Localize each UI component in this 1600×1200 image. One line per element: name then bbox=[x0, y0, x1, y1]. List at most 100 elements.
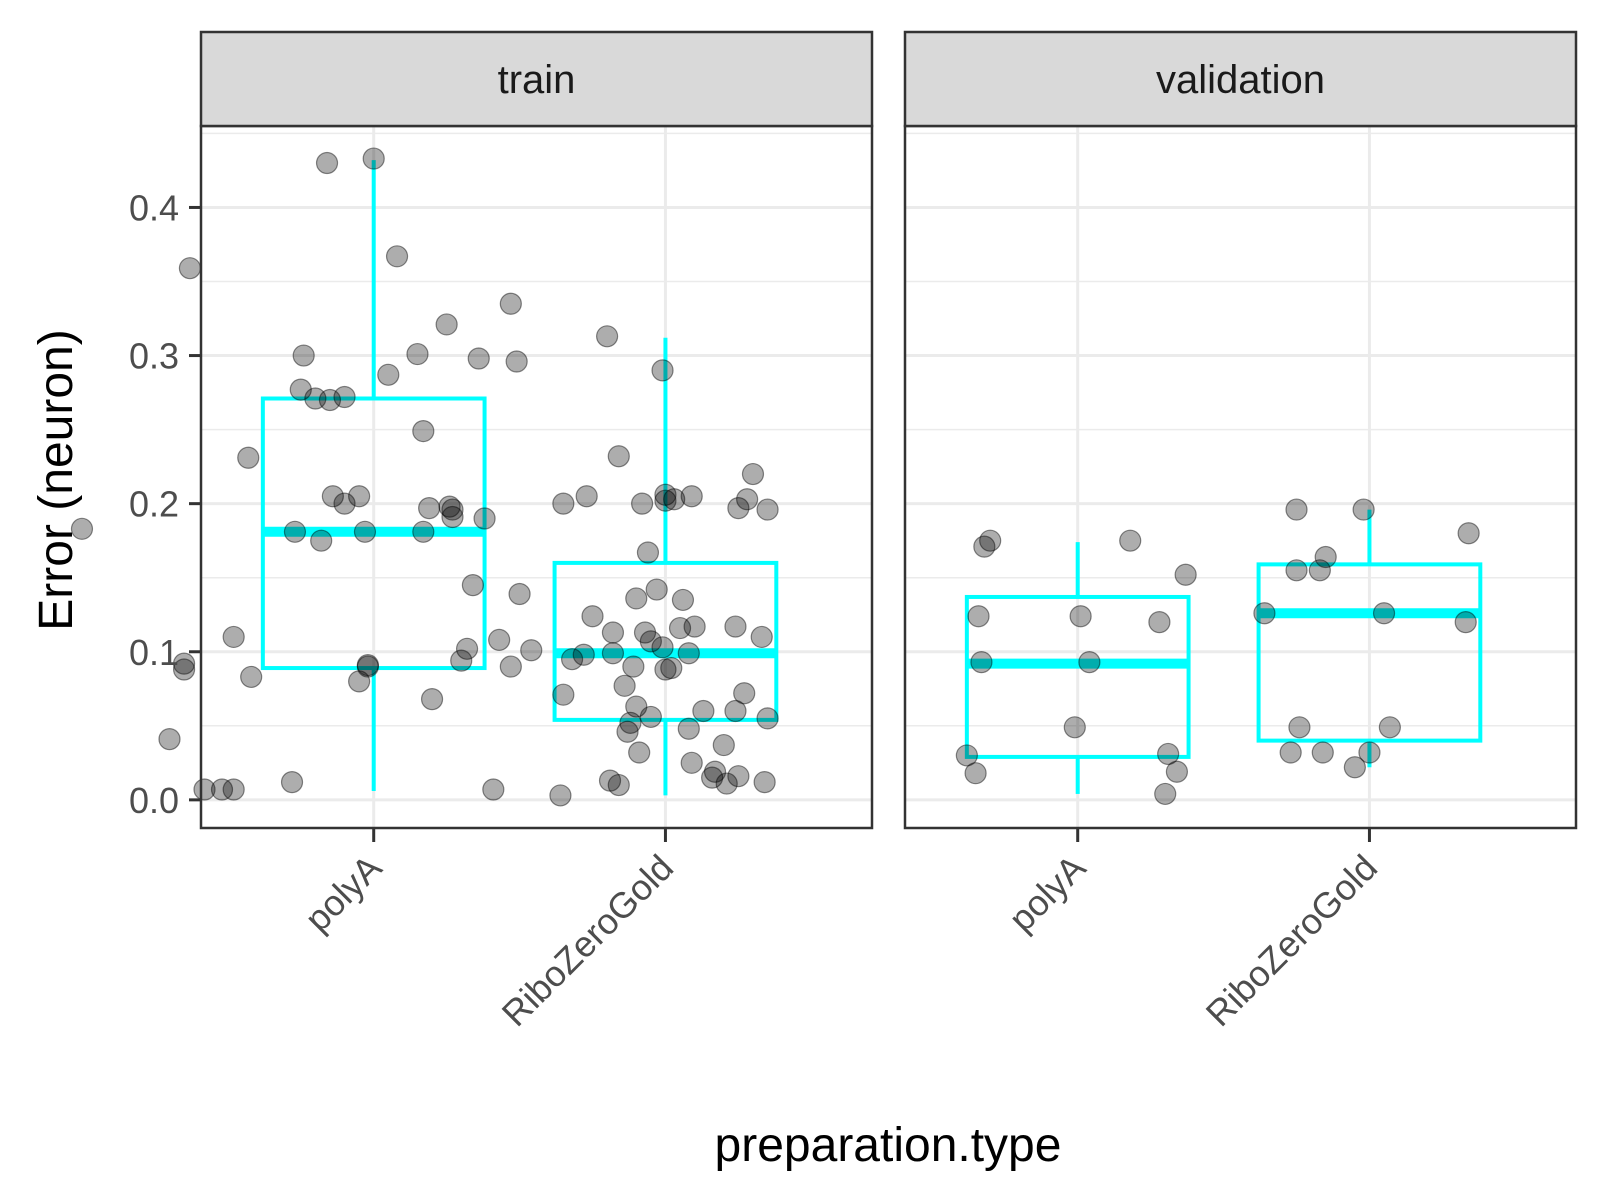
data-point bbox=[616, 720, 639, 743]
data-point bbox=[318, 388, 342, 412]
data-point bbox=[441, 498, 464, 521]
data-point bbox=[505, 350, 528, 373]
data-point bbox=[1285, 498, 1308, 521]
data-point bbox=[222, 625, 245, 649]
data-point bbox=[625, 587, 648, 610]
data-point bbox=[727, 765, 750, 788]
box-iqr bbox=[1256, 562, 1483, 743]
panel-validation: validation polyA RiboZeroGold bbox=[903, 30, 1578, 1034]
data-point bbox=[1148, 611, 1171, 634]
data-point bbox=[677, 642, 700, 665]
data-point bbox=[420, 688, 444, 711]
box-iqr bbox=[552, 560, 779, 722]
data-point bbox=[441, 505, 464, 529]
data-point bbox=[1343, 756, 1366, 779]
data-point bbox=[741, 462, 765, 486]
data-point bbox=[438, 495, 461, 518]
data-point bbox=[499, 655, 522, 678]
data-point bbox=[560, 648, 584, 671]
data-point bbox=[178, 257, 202, 280]
panel-background bbox=[201, 126, 872, 828]
data-point bbox=[289, 378, 312, 401]
data-point bbox=[70, 517, 94, 540]
data-point bbox=[237, 446, 260, 469]
data-point bbox=[172, 652, 196, 675]
data-point bbox=[482, 778, 505, 801]
data-point bbox=[222, 778, 245, 801]
data-point bbox=[348, 670, 371, 693]
data-point bbox=[1358, 741, 1381, 764]
data-point bbox=[756, 707, 779, 730]
data-point bbox=[575, 485, 598, 508]
data-point bbox=[552, 492, 575, 515]
data-point bbox=[970, 651, 993, 674]
data-point bbox=[598, 769, 622, 792]
data-point bbox=[315, 151, 339, 175]
data-point bbox=[418, 497, 441, 520]
y-tick-label: 0.0 bbox=[129, 780, 179, 821]
box-RiboZeroGold bbox=[1256, 509, 1483, 768]
data-point bbox=[473, 507, 496, 530]
data-point bbox=[552, 683, 575, 706]
data-point bbox=[703, 760, 727, 783]
data-point bbox=[636, 541, 660, 564]
data-point bbox=[488, 628, 511, 652]
data-point bbox=[1279, 741, 1302, 764]
data-point bbox=[321, 485, 344, 508]
data-point bbox=[158, 728, 181, 751]
data-point bbox=[607, 445, 630, 468]
data-point bbox=[654, 658, 677, 681]
data-point bbox=[622, 655, 645, 678]
data-point bbox=[967, 605, 990, 628]
box-iqr bbox=[964, 594, 1191, 759]
data-point bbox=[736, 488, 759, 511]
data-point bbox=[572, 643, 595, 666]
data-point bbox=[683, 615, 706, 638]
strip-background bbox=[903, 30, 1578, 128]
data-point bbox=[633, 621, 657, 644]
data-point bbox=[1285, 559, 1308, 582]
data-point bbox=[651, 636, 674, 659]
y-tick-label: 0.3 bbox=[129, 336, 179, 377]
data-point bbox=[467, 347, 490, 370]
data-point bbox=[1253, 602, 1276, 625]
data-point bbox=[499, 292, 522, 315]
data-point bbox=[1308, 559, 1331, 582]
data-point bbox=[1457, 522, 1480, 545]
data-point bbox=[596, 325, 619, 348]
data-point bbox=[333, 385, 356, 409]
y-axis-title: Error (neuron) bbox=[30, 329, 83, 630]
data-point bbox=[712, 733, 735, 757]
data-point bbox=[508, 582, 531, 606]
data-point bbox=[435, 313, 458, 336]
data-point bbox=[625, 695, 648, 718]
data-point bbox=[1154, 782, 1177, 806]
data-point bbox=[955, 744, 978, 767]
data-point bbox=[1157, 742, 1180, 766]
data-point bbox=[613, 674, 636, 697]
data-point bbox=[549, 784, 572, 807]
points-train bbox=[70, 147, 779, 807]
data-point bbox=[353, 520, 377, 543]
data-point bbox=[601, 621, 625, 644]
y-tick-label: 0.1 bbox=[129, 632, 179, 673]
data-point bbox=[724, 615, 747, 638]
data-point bbox=[631, 492, 654, 515]
points-validation bbox=[955, 498, 1480, 806]
data-point bbox=[601, 642, 625, 665]
strip-label: validation bbox=[1156, 58, 1325, 102]
data-point bbox=[1078, 651, 1101, 674]
data-point bbox=[310, 529, 333, 552]
data-point bbox=[356, 655, 379, 678]
data-point bbox=[654, 483, 677, 506]
data-point bbox=[750, 625, 773, 649]
data-point bbox=[756, 498, 779, 521]
y-tick-label: 0.2 bbox=[129, 484, 179, 525]
data-point bbox=[1069, 605, 1092, 628]
x-tick-label: RiboZeroGold bbox=[494, 847, 681, 1034]
data-point bbox=[1311, 741, 1334, 764]
data-point bbox=[701, 766, 724, 789]
data-point bbox=[680, 485, 703, 508]
box-RiboZeroGold bbox=[552, 337, 779, 796]
